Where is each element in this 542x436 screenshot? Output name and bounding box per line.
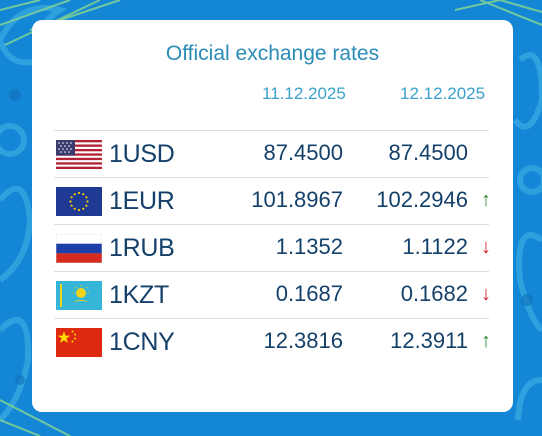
us-flag-icon xyxy=(56,140,102,169)
rate-previous: 101.8967 xyxy=(251,187,343,212)
rate-current: 12.3911 xyxy=(390,328,468,353)
rate-previous: 87.4500 xyxy=(263,140,343,165)
date-previous: 11.12.2025 xyxy=(262,84,346,103)
rate-row-usd: 1USD 87.4500 87.4500 xyxy=(54,130,489,177)
rate-previous: 1.1352 xyxy=(275,234,343,259)
panel-title: Official exchange rates xyxy=(165,42,380,65)
ru-flag-icon xyxy=(56,234,102,263)
arrow-down-icon: ↓ xyxy=(481,236,491,258)
eu-flag-icon xyxy=(56,187,102,216)
date-current: 12.12.2025 xyxy=(400,84,486,103)
rate-current: 1.1122 xyxy=(402,234,468,259)
arrow-up-icon: ↑ xyxy=(481,189,491,211)
currency-code: 1CNY xyxy=(109,328,175,356)
currency-code: 1KZT xyxy=(109,281,169,309)
rate-row-rub: 1RUB 1.1352 1.1122 ↓ xyxy=(54,224,491,271)
rates-table: 1USD 87.4500 87.4500 1EUR 101.8967 102.2… xyxy=(54,130,491,365)
arrow-up-icon: ↑ xyxy=(481,330,491,352)
rate-row-eur: 1EUR 101.8967 102.2946 ↑ xyxy=(54,177,491,224)
currency-code: 1EUR xyxy=(109,187,175,215)
currency-code: 1RUB xyxy=(109,234,175,262)
currency-code: 1USD xyxy=(109,140,175,168)
arrow-down-icon: ↓ xyxy=(481,283,491,305)
rate-previous: 12.3816 xyxy=(263,328,343,353)
rate-current: 0.1682 xyxy=(400,281,468,306)
exchange-rates-panel: Official exchange rates 11.12.2025 12.12… xyxy=(32,20,513,412)
rate-current: 87.4500 xyxy=(388,140,468,165)
rate-row-kzt: 1KZT 0.1687 0.1682 ↓ xyxy=(54,271,491,318)
cn-flag-icon xyxy=(56,328,102,357)
rate-row-cny: 1CNY 12.3816 12.3911 ↑ xyxy=(54,318,491,365)
rate-previous: 0.1687 xyxy=(275,281,343,306)
kz-flag-icon xyxy=(56,281,102,310)
rate-current: 102.2946 xyxy=(376,187,468,212)
